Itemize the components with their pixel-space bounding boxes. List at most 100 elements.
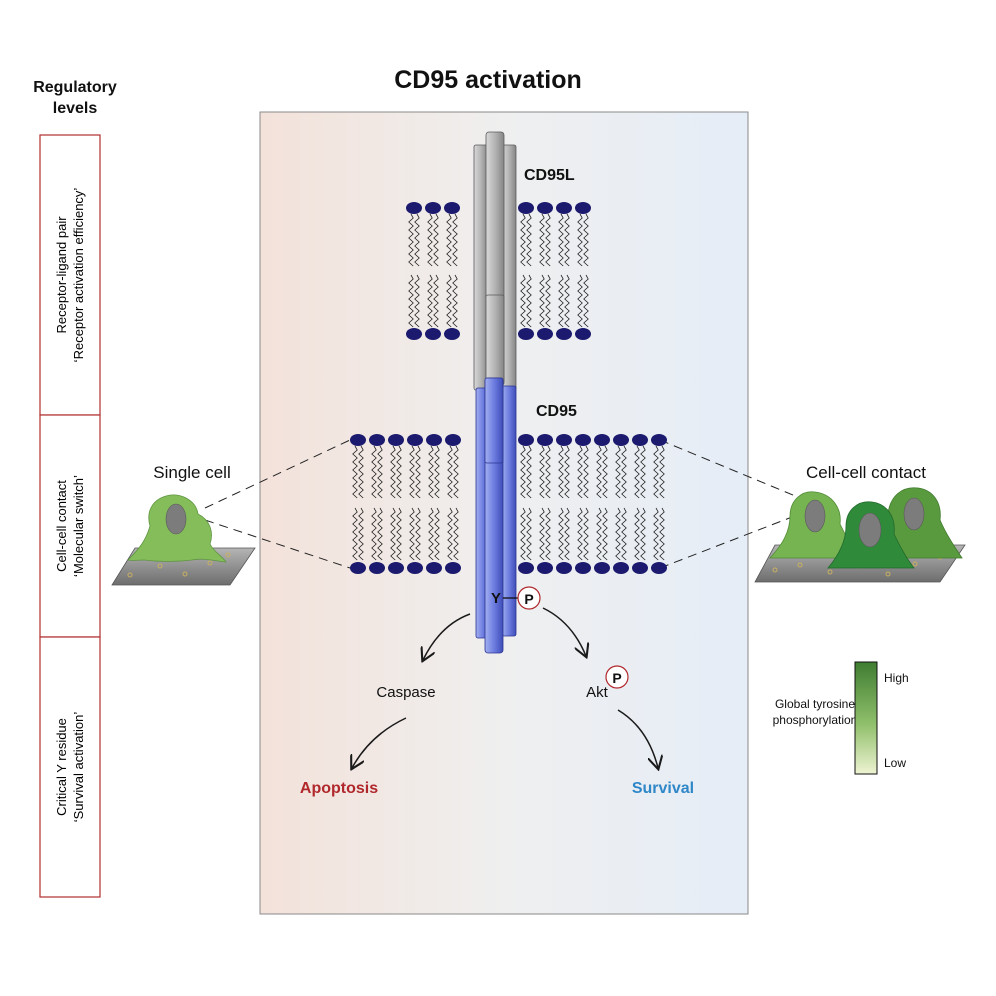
level-1-line2: ‘Receptor activation efficiency’ [71, 188, 86, 363]
lipid-head [537, 328, 553, 340]
lipid-tail [396, 445, 402, 499]
lipid-tail [520, 445, 526, 499]
lipid-tail [615, 445, 621, 499]
akt-label: Akt [586, 684, 609, 701]
lipid-tail [434, 507, 440, 561]
lipid-head [444, 202, 460, 214]
lipid-head [350, 562, 366, 574]
lipid-tail [358, 507, 364, 561]
lipid-tail [434, 445, 440, 499]
single-cell-label: Single cell [153, 463, 231, 482]
lipid-tail [414, 274, 420, 328]
lipid-tail [615, 507, 621, 561]
lipid-tail [564, 274, 570, 328]
contact-cell-right-nucleus [903, 497, 925, 531]
lipid-head [407, 562, 423, 574]
lipid-head [613, 434, 629, 446]
lipid-head [426, 434, 442, 446]
lipid-tail [520, 274, 526, 328]
lipid-tail [520, 213, 526, 267]
lipid-head [575, 434, 591, 446]
lipid-tail [415, 445, 421, 499]
lipid-tail [452, 274, 458, 328]
substrate-dot [797, 562, 803, 568]
lipid-head [556, 202, 572, 214]
zoom-lines [204, 439, 806, 569]
lipid-tail [577, 445, 583, 499]
lipid-tail [659, 445, 665, 499]
lipid-tail [640, 507, 646, 561]
lipid-tail [452, 213, 458, 267]
akt-phospho-label: P [612, 670, 621, 686]
levels-header-line2: levels [53, 100, 98, 117]
survival-label: Survival [632, 780, 694, 797]
lipid-head [537, 562, 553, 574]
lipid-tail [408, 213, 414, 267]
lipid-tail [539, 274, 545, 328]
lipid-tail [539, 507, 545, 561]
lipid-tail [577, 213, 583, 267]
cell-contact-label: Cell-cell contact [806, 463, 926, 482]
lipid-tail [520, 507, 526, 561]
lipid-tail [583, 274, 589, 328]
lipid-head [350, 434, 366, 446]
cd95l-label: CD95L [524, 167, 575, 184]
zoom-line-right-bottom [659, 511, 806, 569]
figure-title: CD95 activation [394, 66, 582, 94]
cd95l-lower-segment [485, 294, 505, 386]
single-cell-illustration [111, 494, 256, 586]
lipid-tail [602, 445, 608, 499]
level-3-line2: ‘Survival activation’ [71, 712, 86, 823]
substrate-dot [772, 567, 778, 573]
lipid-tail [446, 274, 452, 328]
lipid-head [406, 328, 422, 340]
lipid-tail [352, 507, 358, 561]
lipid-tail [558, 274, 564, 328]
lipid-head [518, 202, 534, 214]
akt-phospho-circle [605, 665, 629, 689]
lipid-head [556, 434, 572, 446]
lipid-tail [539, 445, 545, 499]
legend-gradient-bar [854, 661, 878, 775]
lipid-tail [447, 445, 453, 499]
lipid-head [369, 562, 385, 574]
lipid-tail [352, 445, 358, 499]
lipid-tail [545, 274, 551, 328]
legend-title-line2: phosphorylation [773, 713, 858, 727]
level-2-line1: Cell-cell contact [54, 480, 69, 572]
lipid-head [406, 202, 422, 214]
caspase-label: Caspase [376, 684, 435, 701]
lipid-head [518, 328, 534, 340]
lipid-tail [545, 213, 551, 267]
legend-title-line1: Global tyrosine [775, 697, 855, 711]
zoom-line-left-top [204, 439, 351, 509]
lipid-head [594, 434, 610, 446]
contact-cell-middle-nucleus [858, 512, 882, 548]
lipid-tail [526, 274, 532, 328]
lipid-tail [390, 507, 396, 561]
arrow-to-survival [617, 709, 658, 768]
level-box-3 [39, 636, 101, 898]
lipid-head [575, 202, 591, 214]
lipid-tail [433, 213, 439, 267]
cd95-label: CD95 [536, 403, 577, 420]
lipid-head [632, 434, 648, 446]
lipid-head [651, 562, 667, 574]
lipid-tail [596, 507, 602, 561]
substrate-dot [127, 572, 133, 578]
lipid-head [388, 562, 404, 574]
lipid-head [556, 562, 572, 574]
lipid-tail [558, 507, 564, 561]
level-box-1 [39, 134, 101, 416]
substrate-dot [827, 569, 833, 575]
lipid-head [518, 434, 534, 446]
phospho-circle [517, 586, 541, 610]
contact-cell-left-nucleus [804, 499, 826, 533]
substrate-dot [157, 563, 163, 569]
level-box-2 [39, 414, 101, 638]
arrow-to-caspase [423, 613, 471, 660]
lipid-head [388, 434, 404, 446]
lipid-tail [583, 445, 589, 499]
lipid-head [518, 562, 534, 574]
legend-low-label: Low [884, 756, 906, 770]
